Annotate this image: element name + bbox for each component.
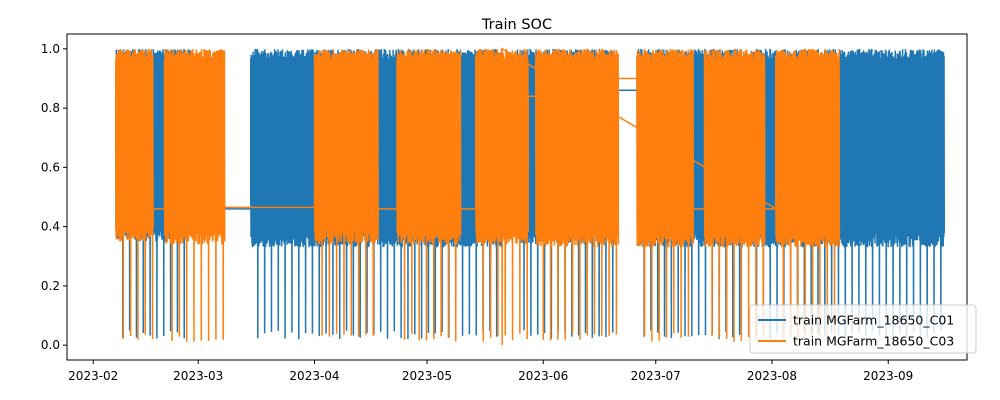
x-tick-label: 2023-08 — [747, 369, 797, 383]
y-tick-label: 0.6 — [41, 160, 60, 174]
x-tick-label: 2023-03 — [173, 369, 223, 383]
y-axis: 0.0 0.2 0.4 0.6 0.8 1.0 — [41, 42, 67, 352]
x-tick-label: 2023-02 — [68, 369, 118, 383]
x-tick-label: 2023-07 — [631, 369, 681, 383]
x-tick-label: 2023-05 — [402, 369, 452, 383]
x-tick-label: 2023-06 — [518, 369, 568, 383]
y-tick-label: 0.0 — [41, 338, 60, 352]
x-tick-label: 2023-09 — [863, 369, 913, 383]
y-tick-label: 1.0 — [41, 42, 60, 56]
y-tick-label: 0.2 — [41, 279, 60, 293]
legend-label: train MGFarm_18650_C01 — [793, 313, 954, 328]
x-axis: 2023-02 2023-03 2023-04 2023-05 2023-06 2023-… — [68, 360, 913, 383]
series-line-c03 — [115, 47, 841, 346]
legend-label: train MGFarm_18650_C03 — [793, 334, 954, 349]
series-layer — [115, 47, 946, 346]
plot-frame — [66, 33, 968, 361]
y-tick-label: 0.4 — [41, 220, 60, 234]
y-tick-label: 0.8 — [41, 101, 60, 115]
chart-title: Train SOC — [481, 17, 552, 33]
x-tick-label: 2023-04 — [289, 369, 339, 383]
legend-box — [749, 304, 977, 354]
